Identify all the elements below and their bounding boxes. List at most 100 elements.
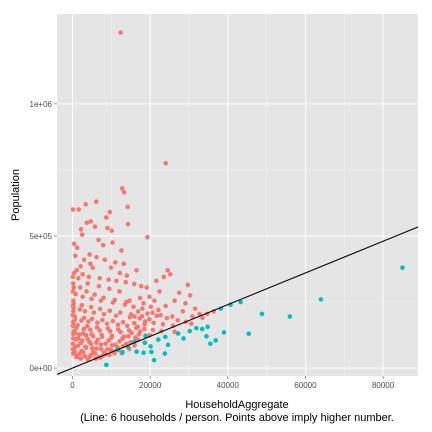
data-point-above-line bbox=[123, 279, 129, 285]
data-point-above-line bbox=[70, 341, 76, 347]
data-point-below-line bbox=[104, 362, 109, 368]
data-point-above-line bbox=[192, 306, 198, 311]
data-point-above-line bbox=[163, 160, 168, 166]
data-point-above-line bbox=[113, 313, 119, 319]
data-point-above-line bbox=[104, 215, 109, 220]
data-point-above-line bbox=[80, 331, 86, 336]
data-point-above-line bbox=[119, 248, 124, 253]
data-point-above-line bbox=[90, 345, 95, 351]
data-point-above-line bbox=[92, 292, 97, 297]
reference-line bbox=[56, 226, 419, 375]
data-point-below-line bbox=[208, 341, 213, 347]
data-point-above-line bbox=[71, 336, 76, 341]
data-point-above-line bbox=[104, 321, 110, 326]
data-point-above-line bbox=[78, 340, 83, 346]
data-point-above-line bbox=[151, 320, 156, 326]
data-point-below-line bbox=[163, 334, 168, 340]
data-point-above-line bbox=[108, 265, 114, 270]
data-point-below-line bbox=[204, 334, 209, 339]
data-point-above-line bbox=[89, 296, 94, 302]
data-point-above-line bbox=[154, 313, 160, 319]
data-point-above-line bbox=[95, 320, 100, 325]
data-point-above-line bbox=[112, 260, 118, 265]
data-point-above-line bbox=[88, 352, 94, 358]
data-point-above-line bbox=[100, 317, 105, 323]
data-point-above-line bbox=[112, 297, 118, 303]
y-tick-label: 1e+06 bbox=[30, 100, 53, 109]
data-point-above-line bbox=[126, 328, 132, 333]
data-point-above-line bbox=[117, 270, 123, 276]
data-point-above-line bbox=[116, 327, 121, 332]
data-point-above-line bbox=[97, 328, 102, 333]
data-point-above-line bbox=[76, 207, 82, 212]
data-point-above-line bbox=[70, 289, 76, 294]
data-point-above-line bbox=[131, 320, 137, 326]
data-point-below-line bbox=[175, 331, 181, 336]
data-point-above-line bbox=[183, 301, 188, 306]
data-point-above-line bbox=[117, 310, 123, 315]
data-point-above-line bbox=[88, 327, 93, 333]
data-point-above-line bbox=[126, 334, 131, 339]
data-point-above-line bbox=[78, 227, 84, 232]
data-point-above-line bbox=[71, 298, 76, 303]
data-point-above-line bbox=[94, 346, 99, 351]
data-point-below-line bbox=[318, 297, 324, 302]
data-point-below-line bbox=[120, 349, 125, 355]
data-point-above-line bbox=[133, 325, 139, 331]
data-point-below-line bbox=[194, 325, 199, 331]
data-point-above-line bbox=[106, 277, 111, 282]
data-point-above-line bbox=[164, 315, 170, 321]
data-point-above-line bbox=[84, 289, 89, 294]
data-point-above-line bbox=[175, 317, 181, 323]
data-point-above-line bbox=[168, 271, 173, 277]
data-point-above-line bbox=[78, 264, 83, 269]
data-point-below-line bbox=[246, 331, 252, 337]
data-point-above-line bbox=[70, 323, 76, 329]
data-point-above-line bbox=[147, 294, 152, 300]
data-point-above-line bbox=[189, 321, 194, 326]
data-point-below-line bbox=[134, 349, 139, 354]
data-point-below-line bbox=[156, 337, 161, 342]
x-tick-label: 80000 bbox=[372, 381, 395, 390]
data-point-above-line bbox=[71, 351, 76, 356]
data-point-above-line bbox=[135, 309, 141, 314]
data-point-above-line bbox=[98, 346, 104, 352]
data-point-above-line bbox=[150, 327, 156, 333]
data-point-above-line bbox=[137, 295, 143, 301]
data-point-above-line bbox=[121, 334, 127, 339]
y-tick-label: 5e+05 bbox=[30, 232, 53, 241]
data-point-above-line bbox=[70, 346, 76, 352]
data-point-above-line bbox=[140, 306, 145, 311]
data-point-above-line bbox=[71, 241, 77, 247]
data-point-above-line bbox=[88, 219, 94, 224]
data-point-above-line bbox=[120, 319, 126, 325]
reference-line-layer bbox=[56, 226, 419, 375]
data-point-above-line bbox=[80, 294, 85, 300]
data-point-above-line bbox=[94, 254, 99, 260]
data-point-above-line bbox=[121, 190, 127, 195]
data-point-above-line bbox=[119, 186, 125, 191]
data-point-above-line bbox=[150, 310, 155, 315]
data-point-above-line bbox=[71, 328, 76, 334]
data-point-above-line bbox=[160, 321, 166, 327]
data-point-above-line bbox=[79, 232, 85, 237]
y-axis-title: Population bbox=[10, 169, 22, 221]
data-point-above-line bbox=[78, 356, 83, 361]
data-point-above-line bbox=[106, 338, 111, 343]
data-point-above-line bbox=[74, 268, 80, 273]
data-point-above-line bbox=[90, 265, 96, 270]
data-point-above-line bbox=[96, 237, 101, 243]
data-point-above-line bbox=[81, 315, 87, 321]
data-point-above-line bbox=[128, 312, 134, 317]
data-point-below-line bbox=[148, 344, 153, 349]
data-point-above-line bbox=[144, 285, 149, 290]
data-point-above-line bbox=[109, 228, 115, 233]
data-point-above-line bbox=[88, 341, 94, 347]
data-point-above-line bbox=[81, 257, 87, 263]
data-point-above-line bbox=[83, 201, 89, 207]
data-point-above-line bbox=[76, 335, 81, 341]
data-point-above-line bbox=[138, 283, 144, 289]
data-point-above-line bbox=[83, 345, 89, 351]
data-point-above-line bbox=[125, 221, 131, 227]
data-point-above-line bbox=[71, 319, 76, 325]
